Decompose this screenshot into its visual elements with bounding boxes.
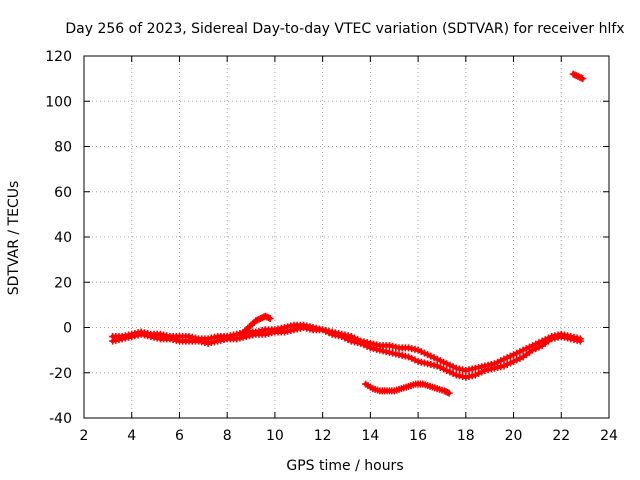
data-point xyxy=(513,349,521,357)
data-point xyxy=(545,334,553,342)
y-tick-label: 80 xyxy=(54,140,72,156)
data-point xyxy=(510,357,518,365)
x-tick-label: 10 xyxy=(266,428,284,444)
plot-frame xyxy=(83,55,610,419)
data-point xyxy=(440,365,448,373)
data-point xyxy=(519,346,527,354)
x-tick-label: 20 xyxy=(505,428,523,444)
y-tick-label: 20 xyxy=(54,275,72,291)
data-point xyxy=(506,359,514,367)
data-point xyxy=(576,335,584,343)
data-point xyxy=(449,363,457,371)
data-point xyxy=(436,357,444,365)
data-point xyxy=(417,348,425,356)
data-point xyxy=(490,360,498,368)
data-point xyxy=(497,357,505,365)
data-point xyxy=(414,346,422,354)
data-point xyxy=(347,333,355,341)
data-point xyxy=(532,340,540,348)
y-tick-label: 0 xyxy=(63,321,72,337)
data-point xyxy=(500,362,508,370)
data-point xyxy=(541,336,549,344)
data-point xyxy=(440,358,448,366)
data-point xyxy=(436,363,444,371)
data-point xyxy=(579,75,587,83)
data-point xyxy=(424,351,432,359)
data-point xyxy=(516,348,524,356)
data-point xyxy=(503,360,511,368)
x-tick-label: 8 xyxy=(223,428,232,444)
x-tick-label: 4 xyxy=(127,428,136,444)
data-point xyxy=(494,358,502,366)
y-tick-label: -40 xyxy=(49,411,72,427)
x-tick-label: 14 xyxy=(361,428,379,444)
x-tick-label: 18 xyxy=(457,428,475,444)
x-tick-label: 12 xyxy=(314,428,332,444)
x-tick-label: 16 xyxy=(409,428,427,444)
x-tick-label: 6 xyxy=(175,428,184,444)
y-tick-label: 120 xyxy=(45,49,72,65)
data-point xyxy=(510,351,518,359)
data-point xyxy=(503,354,511,362)
chart-title: Day 256 of 2023, Sidereal Day-to-day VTE… xyxy=(65,21,624,37)
data-point xyxy=(427,352,435,360)
data-point xyxy=(500,355,508,363)
data-point xyxy=(535,339,543,347)
data-point xyxy=(443,360,451,368)
data-point xyxy=(443,366,451,374)
x-axis-label: GPS time / hours xyxy=(286,458,403,474)
y-tick-label: 100 xyxy=(45,94,72,110)
data-point xyxy=(538,337,546,345)
data-point xyxy=(350,334,358,342)
grid xyxy=(84,56,609,418)
data-point xyxy=(446,361,454,369)
data-point xyxy=(471,371,479,379)
x-tick-label: 22 xyxy=(552,428,570,444)
data-point xyxy=(513,356,521,364)
data-point xyxy=(506,352,514,360)
axis-ticks: 2 4 6 8 10 12 14 16 18 20 22 24-40-2002040608010012… xyxy=(45,49,618,444)
data-point xyxy=(449,370,457,378)
data-point xyxy=(433,355,441,363)
data-point xyxy=(411,356,419,364)
data-point xyxy=(420,349,428,357)
x-tick-label: 2 xyxy=(80,428,89,444)
data-point xyxy=(354,336,362,344)
data-point xyxy=(266,314,274,322)
data-point xyxy=(405,353,413,361)
data-point xyxy=(445,389,453,397)
data-point xyxy=(475,370,483,378)
data-point xyxy=(522,345,530,353)
data-point xyxy=(525,343,533,351)
data-point xyxy=(516,354,524,362)
data-point xyxy=(430,354,438,362)
y-tick-label: 40 xyxy=(54,230,72,246)
y-tick-label: -20 xyxy=(49,366,72,382)
x-tick-label: 24 xyxy=(600,428,618,444)
data-point xyxy=(446,368,454,376)
data-series xyxy=(109,70,587,397)
data-point xyxy=(433,362,441,370)
y-axis-label: SDTVAR / TECUs xyxy=(6,181,22,296)
data-point xyxy=(408,354,416,362)
y-tick-label: 60 xyxy=(54,185,72,201)
data-point xyxy=(529,342,537,350)
